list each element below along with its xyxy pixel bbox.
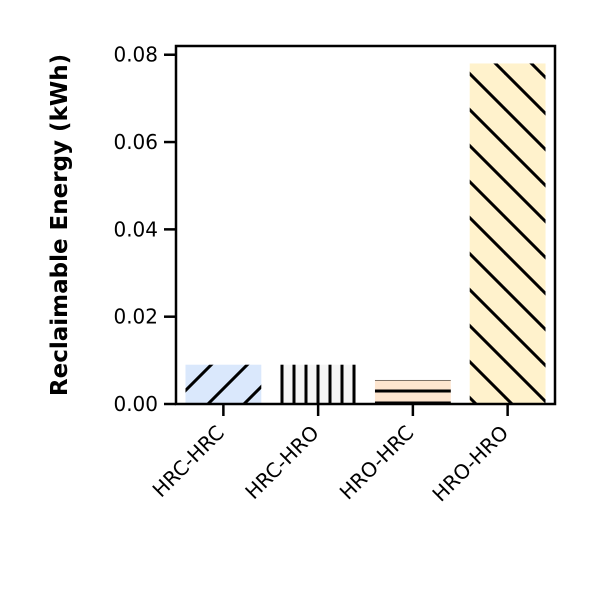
y-axis-title: Reclaimable Energy (kWh): [47, 54, 73, 396]
y-tick-label: 0.08: [113, 43, 158, 67]
y-tick-label: 0.02: [113, 305, 158, 329]
bars-group: [185, 63, 546, 405]
y-tick-label: 0.06: [113, 130, 158, 154]
bar-hatch-hro-hro: [469, 63, 546, 405]
plot-area-frame: [174, 44, 557, 406]
x-axis: HRC-HRC HRC-HRO HRO-HRC HRO-HRO: [148, 404, 514, 507]
bar-hatch-hro-hrc: [374, 379, 451, 404]
x-tick-label: HRC-HRO: [240, 421, 323, 504]
y-tick-label: 0.00: [113, 392, 158, 416]
y-axis: 0.00 0.02 0.04 0.06 0.08: [113, 43, 176, 416]
x-tick-label: HRC-HRC: [148, 421, 229, 502]
y-tick-label: 0.04: [113, 217, 158, 241]
bar-hatch-hrc-hro: [280, 364, 357, 404]
bar-hatch-hrc-hrc: [185, 364, 262, 404]
x-tick-label: HRO-HRO: [428, 421, 514, 507]
x-tick-label: HRO-HRC: [335, 421, 419, 505]
